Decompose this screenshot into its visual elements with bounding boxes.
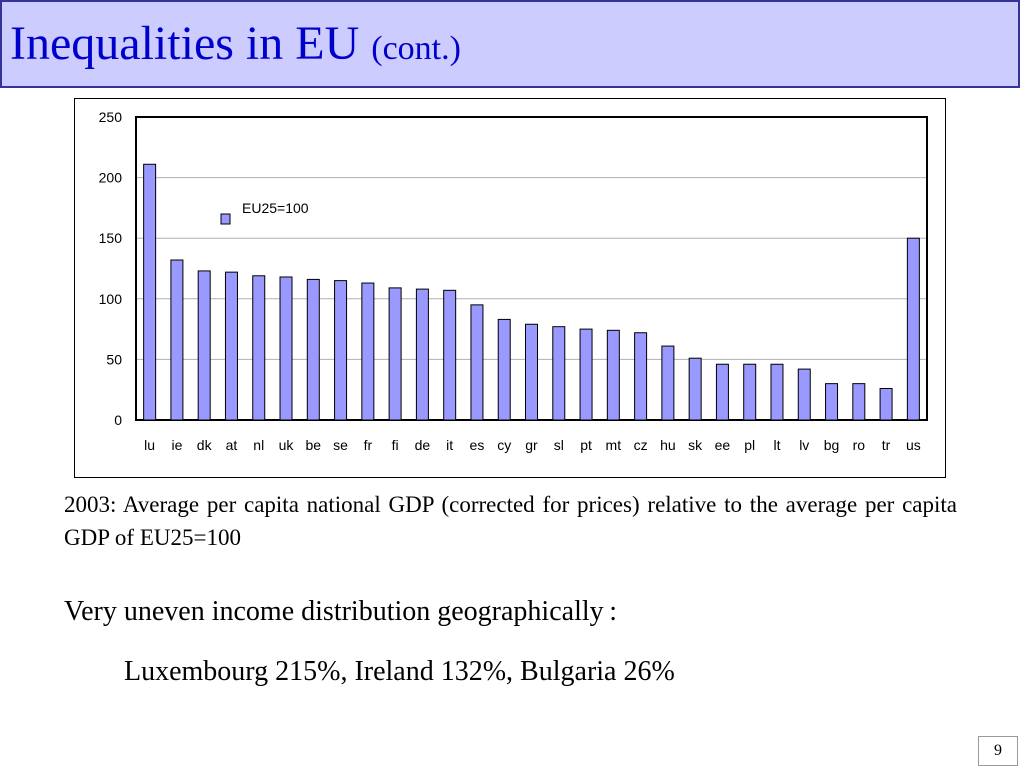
y-tick-label: 250 xyxy=(99,109,123,125)
x-tick-label: uk xyxy=(279,437,295,453)
x-tick-label: dk xyxy=(197,437,213,453)
gdp-bar-chart: 0 50 100 150 200 250 lu ie dk at nl uk be se fr fi de it e… xyxy=(99,109,928,453)
x-tick-label: fr xyxy=(364,437,373,453)
bar-sl xyxy=(552,326,566,421)
x-tick-label: it xyxy=(446,437,453,453)
bar-lt xyxy=(770,363,784,421)
legend-label: EU25=100 xyxy=(242,200,309,216)
x-tick-label: tr xyxy=(882,437,891,453)
legend-swatch xyxy=(220,213,231,225)
body-text-line-2: Luxembourg 215%, Ireland 132%, Bulgaria … xyxy=(124,656,675,687)
bar-us xyxy=(906,237,920,421)
bar-pl xyxy=(743,363,757,421)
bar-be xyxy=(306,278,320,421)
bar-pt xyxy=(579,328,593,421)
bar-dk xyxy=(197,270,211,421)
bar-cz xyxy=(634,332,648,421)
x-tick-label: ee xyxy=(715,437,731,453)
x-tick-label: bg xyxy=(824,437,840,453)
title-bar: Inequalities in EU (cont.) xyxy=(0,0,1020,88)
y-tick-label: 50 xyxy=(106,351,122,367)
x-tick-label: be xyxy=(306,437,322,453)
x-tick-label: mt xyxy=(606,437,622,453)
x-tick-label: sl xyxy=(554,437,564,453)
slide-title-suffix: (cont.) xyxy=(371,30,461,67)
x-tick-label: de xyxy=(415,437,431,453)
bar-ee xyxy=(715,363,729,421)
x-tick-label: at xyxy=(226,437,238,453)
slide-title: Inequalities in EU (cont.) xyxy=(10,16,461,71)
x-tick-label: lt xyxy=(773,437,780,453)
bar-ie xyxy=(170,259,184,421)
x-tick-label: cz xyxy=(634,437,648,453)
x-tick-label: gr xyxy=(525,437,538,453)
x-tick-label: cy xyxy=(497,437,511,453)
bar-tr xyxy=(879,387,893,421)
bar-sk xyxy=(688,357,702,421)
x-tick-label: es xyxy=(470,437,485,453)
chart-frame: 0 50 100 150 200 250 lu ie dk at nl uk be se fr fi de it e… xyxy=(74,98,946,478)
bar-nl xyxy=(252,275,266,421)
bar-bg xyxy=(825,383,839,421)
y-tick-label: 100 xyxy=(99,291,123,307)
bar-gr xyxy=(525,323,538,421)
x-tick-label: pl xyxy=(744,437,755,453)
bar-uk xyxy=(279,276,293,421)
bar-ro xyxy=(852,383,866,421)
y-tick-label: 150 xyxy=(99,230,123,246)
bar-fr xyxy=(361,282,375,421)
bar-de xyxy=(415,288,429,421)
x-tick-label: pt xyxy=(580,437,592,453)
y-tick-label: 0 xyxy=(114,412,122,428)
legend-background xyxy=(205,239,305,241)
x-tick-label: nl xyxy=(253,437,264,453)
bar-it xyxy=(443,289,457,421)
page-number: 9 xyxy=(978,736,1018,766)
x-tick-label: ie xyxy=(171,437,182,453)
bar-fi xyxy=(388,287,402,421)
bar-es xyxy=(470,304,484,421)
bar-cy xyxy=(497,318,511,421)
bar-lv xyxy=(797,368,811,421)
chart-caption: 2003: Average per capita national GDP (c… xyxy=(64,492,957,550)
y-tick-label: 200 xyxy=(99,170,123,186)
x-tick-label: us xyxy=(906,437,921,453)
x-tick-label: fi xyxy=(392,437,399,453)
bar-lu xyxy=(143,163,157,421)
x-tick-label: lv xyxy=(799,437,809,453)
x-tick-label: ro xyxy=(853,437,866,453)
x-tick-label: lu xyxy=(144,437,155,453)
x-tick-label: hu xyxy=(660,437,676,453)
bar-hu xyxy=(661,345,675,421)
bar-mt xyxy=(606,329,620,421)
body-text-line-1: Very uneven income distribution geograph… xyxy=(64,596,618,627)
bar-at xyxy=(224,271,238,421)
x-tick-label: sk xyxy=(688,437,703,453)
bar-se xyxy=(334,280,348,421)
slide-title-main: Inequalities in EU xyxy=(10,17,360,70)
x-tick-label: se xyxy=(333,437,348,453)
